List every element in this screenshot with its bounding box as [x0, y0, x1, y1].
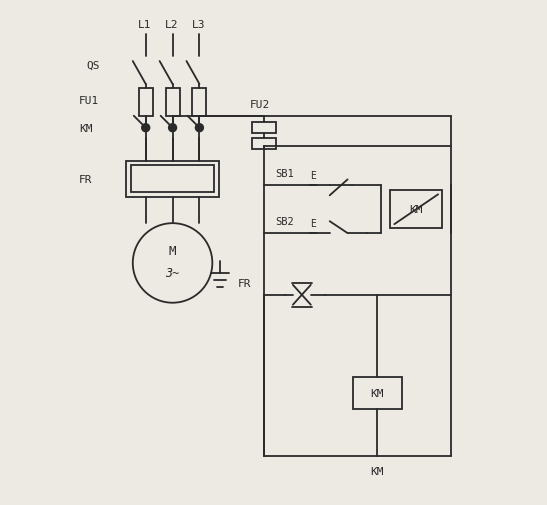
Text: QS: QS [86, 61, 100, 71]
Bar [166, 89, 179, 117]
Text: SB2: SB2 [275, 217, 294, 227]
Circle shape [142, 124, 150, 132]
Text: KM: KM [371, 388, 384, 398]
Text: KM: KM [79, 123, 92, 133]
Text: KM: KM [410, 205, 423, 215]
Text: FR: FR [238, 278, 252, 288]
Bar [131, 166, 214, 193]
Text: E: E [310, 171, 316, 181]
Text: SB1: SB1 [275, 169, 294, 179]
Text: E: E [310, 219, 316, 229]
Text: L1: L1 [138, 20, 152, 30]
Text: 3~: 3~ [165, 267, 179, 280]
Circle shape [195, 124, 203, 132]
Text: FU2: FU2 [250, 99, 270, 110]
Text: L2: L2 [165, 20, 178, 30]
Bar [252, 123, 276, 134]
Text: FR: FR [79, 175, 92, 184]
Text: KM: KM [371, 466, 384, 476]
Text: L3: L3 [191, 20, 205, 30]
Circle shape [168, 124, 177, 132]
Bar [193, 89, 206, 117]
Bar [139, 89, 153, 117]
Bar [391, 191, 442, 229]
Text: M: M [169, 244, 176, 257]
Bar [252, 139, 276, 150]
Text: FU1: FU1 [79, 95, 100, 106]
Bar [353, 378, 402, 410]
Bar [126, 161, 219, 198]
